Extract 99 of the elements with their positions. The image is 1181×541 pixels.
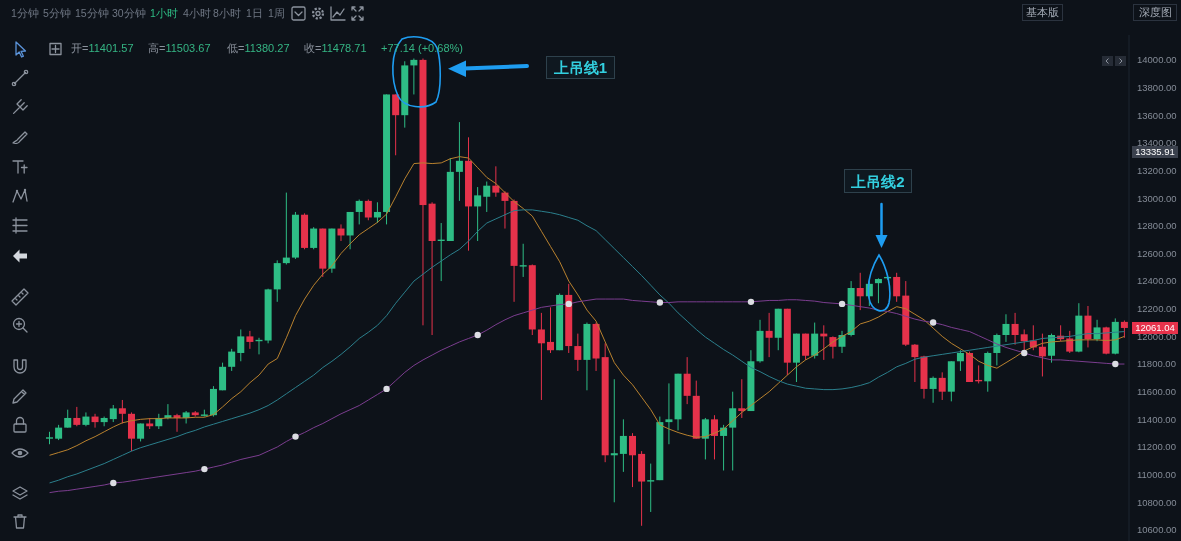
line-series xyxy=(49,298,1125,494)
y-tick-label: 11400.00 xyxy=(1137,413,1176,425)
candlestick xyxy=(802,333,810,361)
candlestick xyxy=(1038,333,1046,377)
y-tick-label: 11200.00 xyxy=(1137,441,1176,453)
candlestick xyxy=(246,330,254,350)
candlestick xyxy=(219,362,227,391)
text: 1小时 xyxy=(150,7,178,19)
candlestick xyxy=(474,186,482,242)
point xyxy=(474,331,481,339)
text: 30分钟 xyxy=(112,7,146,19)
y-tick-label: 12400.00 xyxy=(1137,275,1177,287)
candlestick xyxy=(392,93,400,156)
annotation: 开=11401.57 xyxy=(71,42,134,54)
point xyxy=(747,298,755,306)
y-tick-label: 10600.00 xyxy=(1137,524,1177,536)
candlestick xyxy=(647,463,655,513)
candlestick xyxy=(874,277,882,304)
candlestick xyxy=(574,333,582,372)
annotation: 上吊线2 xyxy=(851,172,905,190)
annotation: 高=11503.67 xyxy=(148,42,211,54)
candlestick xyxy=(282,192,290,265)
annotation: 低=11380.27 xyxy=(227,42,290,54)
candlestick xyxy=(956,349,964,372)
y-tick-label: 11000.00 xyxy=(1137,469,1176,481)
y-tick-label: 14000.00 xyxy=(1137,54,1177,66)
candlestick xyxy=(628,432,636,488)
y-tick-label: 13400.00 xyxy=(1137,137,1177,149)
candlestick xyxy=(665,382,673,445)
text: 深度图 xyxy=(1138,6,1172,19)
candlestick xyxy=(729,391,737,471)
candlestick xyxy=(118,399,126,424)
candlestick xyxy=(355,199,363,225)
candlestick xyxy=(410,58,418,95)
point xyxy=(929,319,937,326)
point xyxy=(1112,360,1119,368)
candlestick xyxy=(929,375,937,404)
candlestick xyxy=(710,414,718,460)
candlestick xyxy=(73,406,81,427)
text: 12061.04 xyxy=(1135,322,1175,334)
candlestick xyxy=(1011,312,1019,346)
text: 4小时 xyxy=(183,7,211,19)
point xyxy=(1021,349,1028,357)
candlestick xyxy=(310,226,318,250)
candlestick xyxy=(1002,313,1010,343)
candlestick xyxy=(811,322,819,360)
line-series xyxy=(49,156,1125,456)
candlestick xyxy=(228,348,236,372)
y-tick-label: 11800.00 xyxy=(1137,358,1176,370)
candlestick xyxy=(911,343,919,383)
point xyxy=(292,433,299,440)
text: 基本版 xyxy=(1026,6,1059,19)
candlestick xyxy=(492,165,500,198)
candlestick xyxy=(938,371,946,401)
candlestick xyxy=(1084,305,1092,348)
candlestick xyxy=(1066,330,1074,354)
text: 1日 xyxy=(246,7,263,19)
candlestick xyxy=(237,328,245,362)
y-tick-label: 10800.00 xyxy=(1137,496,1177,508)
candlestick xyxy=(701,417,709,460)
point xyxy=(383,385,390,393)
point xyxy=(656,299,664,306)
candlestick xyxy=(738,378,746,419)
candlestick xyxy=(346,211,354,250)
candlestick xyxy=(483,181,491,213)
text: 5分钟 xyxy=(43,7,71,19)
candlestick xyxy=(519,243,527,278)
point xyxy=(565,300,572,308)
text: 1分钟 xyxy=(11,7,39,19)
y-tick-label: 12600.00 xyxy=(1137,247,1177,259)
y-tick-label: 12800.00 xyxy=(1137,220,1177,232)
candlestick xyxy=(91,413,99,429)
candlestick xyxy=(619,418,627,473)
point xyxy=(201,465,208,473)
candlestick xyxy=(856,272,864,311)
text: 1周 xyxy=(268,7,285,19)
y-tick-label: 13800.00 xyxy=(1137,81,1177,93)
candlestick xyxy=(838,330,846,354)
y-tick-label: 13000.00 xyxy=(1137,192,1177,204)
candlestick xyxy=(455,121,463,202)
annotation: 收=11478.71 xyxy=(304,42,367,54)
candlestick xyxy=(610,378,618,503)
candlestick xyxy=(537,312,545,401)
y-tick-label: 12200.00 xyxy=(1137,303,1177,315)
text: 8小时 xyxy=(213,7,241,19)
candlestick xyxy=(683,356,691,405)
y-tick-label: 11600.00 xyxy=(1137,386,1176,398)
y-tick-label: 13600.00 xyxy=(1137,109,1177,121)
annotation: 上吊线1 xyxy=(553,59,608,76)
line-series xyxy=(49,209,1125,484)
candlestick xyxy=(765,312,773,358)
text: 13335.91 xyxy=(1135,146,1175,158)
candlestick xyxy=(893,272,901,303)
text: 15分钟 xyxy=(75,7,109,19)
candlestick xyxy=(364,199,372,221)
point xyxy=(110,479,117,487)
point xyxy=(838,300,846,308)
y-tick-label: 13200.00 xyxy=(1137,164,1177,176)
candlestick xyxy=(547,306,555,354)
